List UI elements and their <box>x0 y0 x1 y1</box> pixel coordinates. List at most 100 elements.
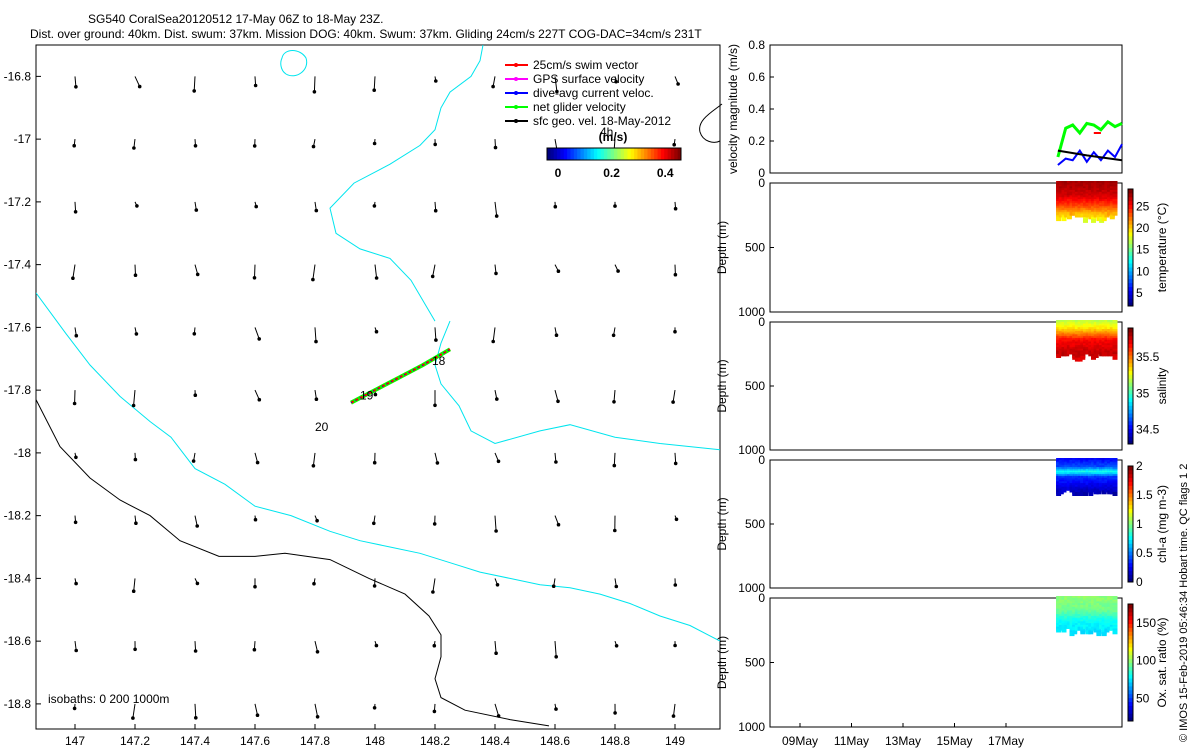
panel-colorbar-cell <box>1128 351 1133 356</box>
sfc-velocity-arrowhead <box>494 529 498 533</box>
panel-colorbar-cell <box>1128 578 1133 583</box>
profile-sample-salinity <box>1101 352 1107 357</box>
panel-colorbar-cell <box>1128 658 1133 663</box>
sfc-velocity-arrow <box>432 578 436 593</box>
panel-colorbar-cell <box>1128 424 1133 430</box>
sfc-velocity-arrow <box>494 703 500 717</box>
profile-sample-chla <box>1069 488 1075 493</box>
panel-colorbar-tick: 0 <box>1136 575 1143 589</box>
panel-colorbar-cell <box>1128 343 1133 348</box>
sfc-velocity-arrowhead <box>554 460 558 464</box>
profile-sample-temperature <box>1109 215 1115 220</box>
profile-sample-oxygen <box>1101 632 1107 637</box>
panel-colorbar-cell <box>1128 294 1133 299</box>
panel-colorbar-cell <box>1128 235 1133 241</box>
sfc-velocity-arrowhead <box>253 517 258 522</box>
panel-y-tick-label: 0.6 <box>748 70 765 84</box>
panel-colorbar-cell <box>1128 247 1133 252</box>
panel-colorbar-cell <box>1128 374 1133 379</box>
velocity-colorbar-cell <box>573 148 578 160</box>
panel-colorbar-tick: 50 <box>1136 691 1150 705</box>
profile-sample-oxygen <box>1064 624 1070 629</box>
panel-ylabel-velocity: velocity magnitude (m/s) <box>726 44 740 174</box>
panel-ylabel-oxygen: Depth (m) <box>715 636 729 689</box>
panel-colorbar-cell <box>1128 524 1133 529</box>
sfc-velocity-arrowhead <box>311 464 316 468</box>
panel-colorbar-label: salinity <box>1155 368 1169 405</box>
profile-sample-temperature <box>1099 218 1105 223</box>
velocity-colorbar-cell <box>607 148 612 160</box>
panel-colorbar-cell <box>1128 192 1133 198</box>
sfc-velocity-arrowhead <box>491 84 495 89</box>
legend-entry: dive-avg current veloc. <box>533 86 654 100</box>
velocity-colorbar-cell <box>657 148 662 160</box>
profile-sample-temperature <box>1058 213 1064 218</box>
panel-colorbar-cell <box>1128 389 1133 395</box>
sfc-velocity-arrowhead <box>193 144 198 148</box>
profile-sample-salinity <box>1109 352 1115 357</box>
panel-colorbar-frame <box>1127 327 1134 445</box>
panel-colorbar-tick: 35.5 <box>1136 350 1160 364</box>
sfc-velocity-arrow <box>254 327 260 340</box>
panel-colorbar-cell <box>1128 286 1133 291</box>
profile-sample-chla <box>1080 492 1086 496</box>
sfc-velocity-arrowhead <box>374 276 379 280</box>
velocity-colorbar-cell <box>610 148 615 160</box>
panel-colorbar-cell <box>1128 566 1133 571</box>
panel-colorbar-cell <box>1128 570 1133 575</box>
profile-sample-temperature <box>1091 218 1096 223</box>
sfc-velocity-arrow <box>432 264 436 277</box>
sfc-velocity-arrowhead <box>314 208 319 213</box>
sfc-velocity-arrowhead <box>195 524 199 528</box>
figure-title-line2: Dist. over ground: 40km. Dist. swum: 37k… <box>30 27 702 41</box>
panel-colorbar-cell <box>1128 678 1133 683</box>
velocity-colorbar-cell <box>640 148 645 160</box>
sfc-velocity-arrow <box>494 641 497 654</box>
panel-colorbar-cell <box>1128 267 1133 272</box>
sfc-velocity-arrowhead <box>676 82 680 86</box>
map-x-tick-label: 147.4 <box>180 734 210 748</box>
panel-colorbar-cell <box>1128 701 1133 706</box>
sfc-velocity-arrow <box>554 389 559 402</box>
sfc-velocity-arrowhead <box>255 713 260 717</box>
velocity-series-line <box>1057 143 1123 166</box>
panel-colorbar-cell <box>1128 251 1133 256</box>
panel-colorbar-cell <box>1128 516 1133 521</box>
profile-sample-salinity <box>1099 352 1105 357</box>
sfc-velocity-arrow <box>494 515 497 532</box>
map-x-tick-label: 147.8 <box>300 734 330 748</box>
legend-entry: sfc geo. vel. 18-May-2012 <box>533 114 671 128</box>
sfc-velocity-arrowhead <box>253 83 258 88</box>
profile-sample-temperature <box>1085 213 1091 218</box>
sfc-velocity-arrowhead <box>314 339 318 344</box>
coastline-fragment <box>699 103 723 143</box>
panel-y-tick-label: 0.4 <box>748 102 765 116</box>
map-x-tick-label: 147.6 <box>240 734 270 748</box>
sfc-velocity-arrowhead <box>135 204 139 208</box>
sfc-velocity-arrowhead <box>556 522 561 527</box>
panel-colorbar-cell <box>1128 331 1133 337</box>
panel-colorbar-label: Ox. sat. ratio (%) <box>1155 617 1169 707</box>
sfc-velocity-arrowhead <box>496 459 501 464</box>
sfc-velocity-arrowhead <box>556 269 561 274</box>
profile-sample-temperature <box>1061 217 1067 222</box>
profile-sample-salinity <box>1107 352 1113 357</box>
sfc-velocity-arrowhead <box>495 397 499 401</box>
profile-sample-temperature <box>1107 211 1113 216</box>
panel-y-tick-label: 500 <box>745 379 765 393</box>
profile-sample-oxygen <box>1080 630 1086 635</box>
profile-sample-chla <box>1107 490 1113 495</box>
panel-colorbar-cell <box>1128 440 1133 445</box>
panel-colorbar-cell <box>1128 290 1133 295</box>
sfc-velocity-arrowhead <box>494 651 498 655</box>
panel-colorbar-cell <box>1128 212 1133 217</box>
panel-colorbar-cell <box>1128 220 1133 225</box>
panel-colorbar-cell <box>1128 335 1133 341</box>
velocity-colorbar-cell <box>567 148 571 160</box>
sfc-velocity-arrowhead <box>74 581 78 586</box>
sfc-velocity-arrowhead <box>431 590 435 594</box>
legend-entry: 25cm/s swim vector <box>533 58 638 72</box>
map-y-tick-label: -17.6 <box>4 320 32 334</box>
profile-sample-chla <box>1104 488 1110 493</box>
profile-sample-salinity <box>1093 354 1099 358</box>
